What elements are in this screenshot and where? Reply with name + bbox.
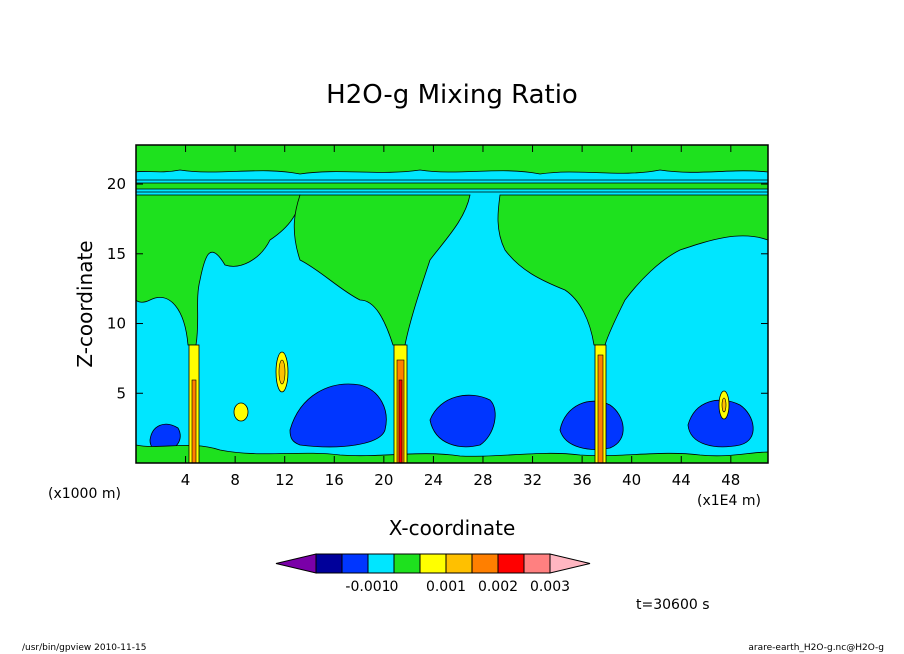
x-tick-label: 28	[473, 471, 492, 489]
y-tick-label: 15	[107, 245, 126, 263]
colorbar-label: 0.001	[426, 579, 466, 595]
y-axis: 5 10 15 20	[107, 175, 768, 402]
plot-frame	[135, 144, 769, 464]
anvil-region-2	[293, 194, 471, 346]
x-tick-label: 32	[523, 471, 542, 489]
lower-dry-pool-3	[559, 400, 624, 450]
surface-moist-layer	[136, 444, 768, 463]
x-tick-label: 20	[374, 471, 393, 489]
lower-dry-pool-1	[289, 383, 387, 448]
x-tick-label: 16	[325, 471, 344, 489]
colorbar-under-arrow	[275, 553, 317, 574]
footer-right: arare-earth_H2O-g.nc@H2O-g	[748, 643, 884, 653]
upper-moist-layer	[136, 145, 768, 175]
colorbar-swatch	[315, 553, 343, 574]
y-tick-label: 20	[107, 175, 126, 193]
colorbar-label: 0	[390, 579, 399, 595]
anvil-region-1	[136, 194, 301, 346]
x-tick-label: 48	[721, 471, 740, 489]
x-tick-label: 36	[573, 471, 592, 489]
lower-dry-pool-4	[687, 399, 754, 448]
x-scale-note: (x1E4 m)	[697, 493, 761, 509]
x-tick-label: 24	[424, 471, 443, 489]
lower-dry-pool-2	[429, 394, 496, 448]
colorbar-swatch	[471, 553, 499, 574]
colorbar-swatch	[341, 553, 369, 574]
x-tick-label: 44	[672, 471, 691, 489]
plume-core-2	[393, 344, 408, 463]
colorbar-swatch	[445, 553, 473, 574]
colorbar-over-arrow	[549, 553, 591, 574]
colorbar-label: 0.003	[530, 579, 570, 595]
colorbar-swatch	[497, 553, 525, 574]
y-axis-label: Z-coordinate	[73, 240, 97, 367]
minor-plume-1	[233, 402, 249, 422]
y-tick-label: 5	[116, 384, 126, 402]
upper-layer-edge	[136, 179, 768, 193]
plume-core-3	[594, 344, 607, 463]
time-label: t=30600 s	[636, 597, 710, 613]
colorbar-label: 0.002	[478, 579, 518, 595]
plume-core-1	[188, 344, 200, 463]
footer-left: /usr/bin/gpview 2010-11-15	[22, 643, 146, 653]
x-unit-note: (x1000 m)	[48, 486, 121, 502]
x-tick-label: 8	[230, 471, 240, 489]
chart-title: H2O-g Mixing Ratio	[326, 80, 578, 110]
x-axis: 4 8 12 16 20 24 28 32 36 40 44 48	[181, 145, 740, 489]
x-axis-label: X-coordinate	[389, 516, 516, 540]
x-tick-label: 4	[181, 471, 191, 489]
colorbar-swatch	[523, 553, 551, 574]
minor-plume-3	[718, 390, 730, 420]
x-tick-label: 40	[622, 471, 641, 489]
colorbar-swatch	[393, 553, 421, 574]
colorbar-swatch	[367, 553, 395, 574]
mid-moist-band	[136, 182, 768, 190]
x-tick-label: 12	[275, 471, 294, 489]
minor-plume-2	[275, 351, 289, 393]
y-tick-label: 10	[107, 315, 126, 333]
colorbar-swatch	[419, 553, 447, 574]
colorbar-label: -0.001	[345, 579, 390, 595]
